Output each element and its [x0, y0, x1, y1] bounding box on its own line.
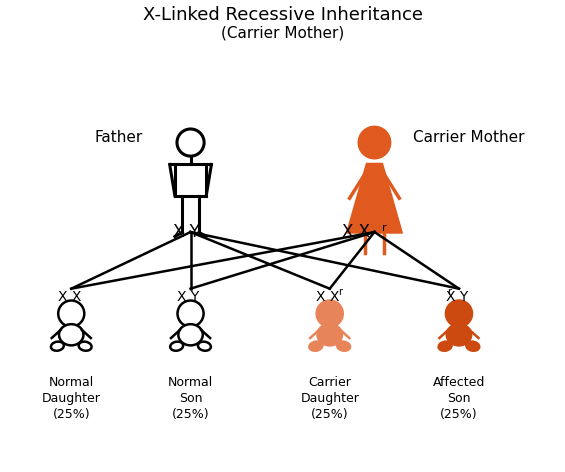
Ellipse shape: [170, 342, 183, 351]
Text: X X: X X: [58, 290, 81, 303]
Text: X X: X X: [342, 223, 371, 241]
Polygon shape: [346, 163, 402, 233]
Text: X-Linked Recessive Inheritance: X-Linked Recessive Inheritance: [143, 6, 423, 24]
Ellipse shape: [198, 342, 211, 351]
Text: X Y: X Y: [446, 290, 468, 303]
Text: Normal
Son
(25%): Normal Son (25%): [168, 376, 213, 421]
Circle shape: [58, 301, 84, 327]
Circle shape: [316, 301, 343, 327]
Ellipse shape: [310, 342, 322, 351]
Circle shape: [446, 301, 472, 327]
Text: (Carrier Mother): (Carrier Mother): [221, 25, 345, 41]
Ellipse shape: [337, 342, 350, 351]
Text: X Y: X Y: [173, 223, 200, 241]
Ellipse shape: [318, 324, 342, 346]
Ellipse shape: [466, 342, 479, 351]
Text: X Y: X Y: [177, 290, 199, 303]
Ellipse shape: [51, 342, 64, 351]
Text: Carrier
Daughter
(25%): Carrier Daughter (25%): [300, 376, 359, 421]
Text: Affected
Son
(25%): Affected Son (25%): [433, 376, 485, 421]
Ellipse shape: [447, 324, 471, 346]
Ellipse shape: [79, 342, 92, 351]
Ellipse shape: [179, 324, 203, 346]
Text: X X: X X: [316, 290, 340, 303]
Circle shape: [359, 126, 390, 159]
Ellipse shape: [438, 342, 451, 351]
Text: r: r: [338, 287, 342, 297]
Text: Normal
Daughter
(25%): Normal Daughter (25%): [42, 376, 101, 421]
Text: Carrier Mother: Carrier Mother: [413, 130, 525, 145]
Ellipse shape: [59, 324, 84, 346]
Text: r: r: [447, 287, 451, 297]
Circle shape: [177, 301, 203, 327]
Text: r: r: [382, 223, 386, 233]
Text: Father: Father: [95, 130, 143, 145]
